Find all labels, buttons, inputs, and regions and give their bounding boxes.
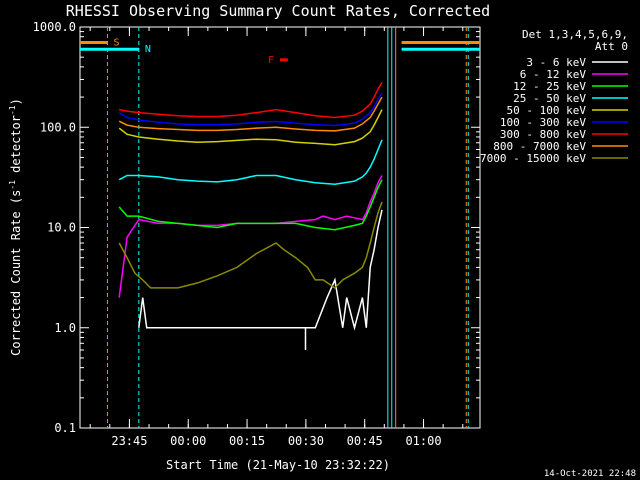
legend-label: 100 - 300 keV [500, 116, 586, 129]
series-line [118, 109, 383, 146]
plot-area: 1000.0 100.0 10.0 1.0 0.1 23:45 00:00 00:15 00:3… [33, 20, 481, 448]
y-tick-label: 1000.0 [33, 20, 76, 34]
series-line [138, 209, 383, 331]
legend-label: 800 - 7000 keV [493, 140, 586, 153]
plot-frame [79, 26, 481, 429]
x-tick-label: 01:00 [405, 434, 441, 448]
series-line [118, 179, 383, 231]
series-line [118, 201, 383, 289]
x-tick-label: 00:15 [229, 434, 265, 448]
legend-label: 300 - 800 keV [500, 128, 586, 141]
series-line [118, 139, 383, 186]
legend-title-line1: Det 1,3,4,5,6,9, [522, 28, 628, 41]
flag-bar-label: N [145, 44, 151, 55]
y-axis-label: Corrected Count Rate (s-1 detector-1) [8, 98, 23, 356]
legend-label: 50 - 100 keV [507, 104, 587, 117]
series-line [118, 96, 383, 132]
y-tick-label: 0.1 [54, 421, 76, 435]
series-line [118, 175, 383, 298]
x-tick-label: 00:00 [170, 434, 206, 448]
y-tick-label: 10.0 [47, 221, 76, 235]
x-axis-label: Start Time (21-May-10 23:32:22) [166, 458, 390, 472]
flag-bar-label: S [113, 38, 119, 49]
series-line [119, 82, 383, 119]
chart-title: RHESSI Observing Summary Count Rates, Co… [66, 2, 490, 20]
series-line [118, 92, 383, 127]
legend-label: 7000 - 15000 keV [480, 152, 586, 165]
legend-label: 6 - 12 keV [520, 68, 587, 81]
x-tick-label: 23:45 [111, 434, 147, 448]
footer-date: 14-Oct-2021 22:48 [544, 469, 636, 479]
legend-label: 3 - 6 keV [526, 56, 586, 69]
legend-title-line2: Att 0 [595, 40, 628, 53]
flag-bar-label: F [268, 55, 274, 66]
x-tick-label: 00:30 [288, 434, 324, 448]
y-tick-label: 1.0 [54, 321, 76, 335]
y-tick-label: 100.0 [40, 120, 76, 134]
legend-label: 25 - 50 keV [513, 92, 586, 105]
x-tick-label: 00:45 [347, 434, 383, 448]
legend-label: 12 - 25 keV [513, 80, 586, 93]
